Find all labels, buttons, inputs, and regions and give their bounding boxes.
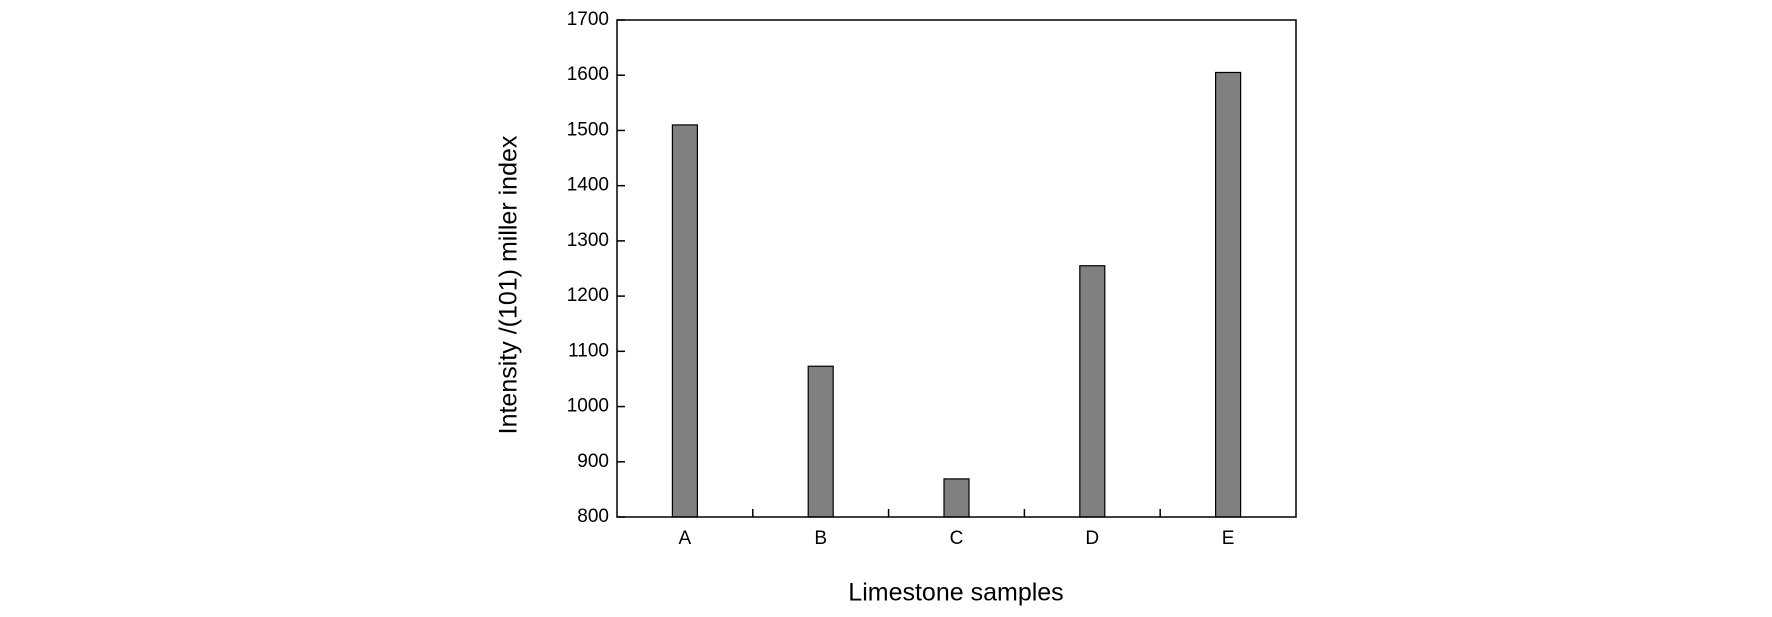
y-tick-label: 1000 xyxy=(567,396,609,417)
x-tick-label: A xyxy=(679,528,692,549)
y-tick-label: 1500 xyxy=(567,119,609,140)
bar xyxy=(1079,265,1106,518)
bar xyxy=(807,365,834,518)
y-tick-label: 1100 xyxy=(568,340,609,361)
bar xyxy=(671,124,699,518)
bar xyxy=(943,478,970,518)
x-tick-label: C xyxy=(950,528,964,549)
x-tick-label: D xyxy=(1085,528,1099,549)
bar xyxy=(1214,71,1242,518)
x-axis-title: Limestone samples xyxy=(848,579,1063,607)
y-tick-label: 800 xyxy=(577,506,609,527)
y-tick-label: 1300 xyxy=(567,230,609,251)
y-tick-label: 900 xyxy=(577,451,609,472)
x-tick-label: E xyxy=(1222,528,1235,549)
y-tick-label: 1400 xyxy=(567,175,609,196)
plot-frame xyxy=(616,19,1297,518)
y-tick-label: 1600 xyxy=(567,64,609,85)
y-axis-title: Intensity /(101) miller index xyxy=(495,135,523,434)
y-tick-label: 1700 xyxy=(567,9,609,30)
y-tick-label: 1200 xyxy=(567,285,609,306)
x-tick-label: B xyxy=(814,528,827,549)
